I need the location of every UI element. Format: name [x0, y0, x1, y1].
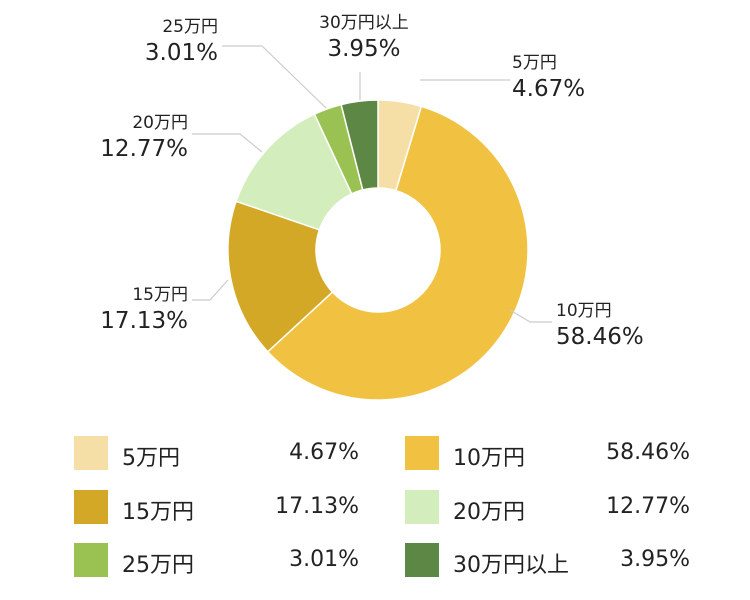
legend-label: 30万円以上	[453, 553, 569, 578]
legend-value: 12.77%	[606, 494, 690, 519]
legend-swatch	[405, 543, 439, 577]
legend-value: 3.01%	[289, 547, 359, 572]
legend-value: 3.95%	[620, 547, 690, 572]
slice-value-5man: 4.67%	[512, 76, 585, 102]
chart-slices	[227, 99, 529, 401]
slice-label-20man: 20万円	[132, 113, 188, 133]
donut-chart: 5万円 4.67% 10万円 58.46% 15万円 17.13% 20万円 12.77% 25…	[100, 13, 644, 401]
slice-10man	[266, 105, 529, 401]
slice-label-5man: 5万円	[512, 53, 557, 73]
leader-line-10man	[509, 309, 552, 323]
legend-label: 5万円	[122, 446, 180, 471]
slice-label-15man: 15万円	[132, 285, 188, 305]
slice-value-10man: 58.46%	[556, 324, 644, 350]
chart-labels: 5万円 4.67% 10万円 58.46% 15万円 17.13% 20万円 12.77% 25…	[100, 13, 643, 350]
slice-value-30man-plus: 3.95%	[327, 36, 400, 62]
legend-value: 4.67%	[289, 440, 359, 465]
slice-value-25man: 3.01%	[145, 40, 218, 66]
slice-label-25man: 25万円	[162, 17, 218, 37]
legend-swatch	[74, 436, 108, 470]
legend-swatch	[74, 543, 108, 577]
slice-value-15man: 17.13%	[100, 308, 188, 334]
leader-line-15man	[192, 279, 229, 301]
legend-swatch	[405, 490, 439, 524]
chart-leader-lines	[192, 45, 552, 323]
legend-value: 58.46%	[606, 440, 690, 465]
slice-value-20man: 12.77%	[100, 136, 188, 162]
slice-label-10man: 10万円	[556, 301, 612, 321]
slice-15man	[227, 200, 334, 353]
legend-value: 17.13%	[275, 494, 359, 519]
legend-swatch	[405, 436, 439, 470]
legend-label: 15万円	[122, 500, 194, 525]
legend-swatch	[74, 490, 108, 524]
leader-line-20man	[192, 133, 263, 153]
legend-label: 10万円	[453, 446, 525, 471]
slice-label-30man-plus: 30万円以上	[319, 13, 409, 33]
legend-label: 20万円	[453, 500, 525, 525]
leader-line-25man	[222, 45, 327, 109]
legend-label: 25万円	[122, 553, 194, 578]
slice-30man-plus	[340, 99, 379, 191]
